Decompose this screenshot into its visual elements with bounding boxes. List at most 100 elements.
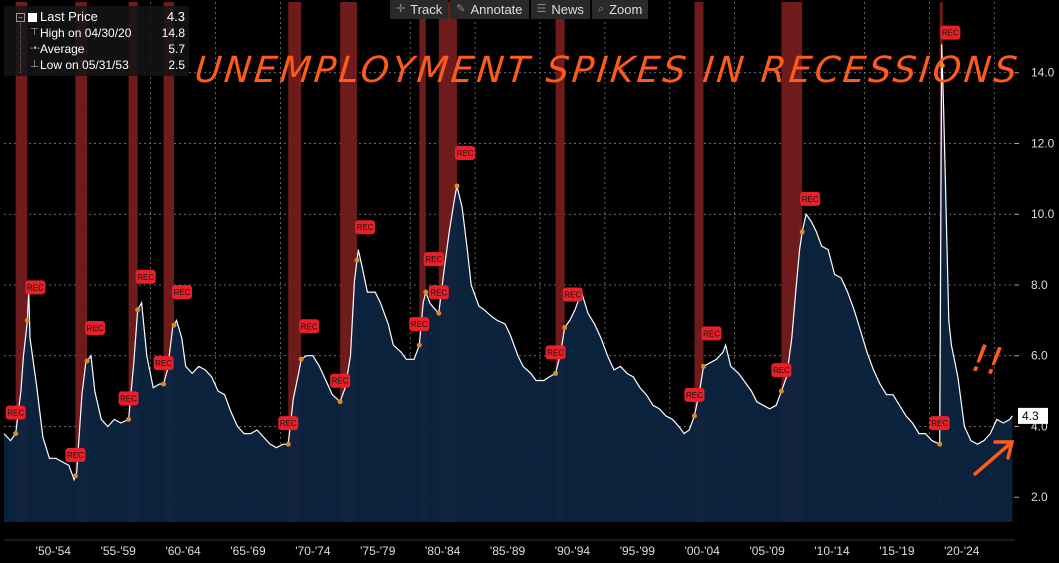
rec-label: REC [773, 366, 790, 375]
rec-label: REC [357, 223, 374, 232]
track-button[interactable]: ✛ Track [390, 0, 449, 19]
rec-label: REC [27, 283, 44, 292]
rec-marker [409, 317, 430, 332]
rec-point [171, 322, 177, 328]
rec-point [701, 363, 707, 369]
rec-marker [330, 373, 351, 388]
rec-point [691, 413, 697, 419]
legend-last-price[interactable]: − Last Price 4.3 [4, 9, 189, 25]
legend-tree-line [20, 23, 22, 73]
last-price-label: Last Price [40, 9, 98, 24]
recession-band [555, 2, 565, 522]
legend-high: ⊤ High on 04/30/20 14.8 [4, 26, 189, 42]
series-swatch [28, 13, 37, 22]
legend-low: ⊥ Low on 05/31/53 2.5 [4, 58, 189, 74]
rec-marker [701, 326, 722, 341]
x-tick-label: '55-'59 [101, 544, 137, 558]
series-area [4, 44, 1013, 523]
low-value: 2.5 [168, 58, 185, 72]
rec-marker [135, 269, 156, 284]
x-tick-label: '80-'84 [425, 544, 461, 558]
y-tick-label: 6.0 [1031, 349, 1048, 363]
rec-point [416, 342, 422, 348]
collapse-icon[interactable]: − [16, 13, 25, 22]
last-value-label: 4.3 [1022, 409, 1039, 423]
rec-point [298, 356, 304, 362]
rec-label: REC [280, 419, 297, 428]
average-marker-icon: -•- [30, 43, 41, 54]
rec-label: REC [425, 255, 442, 264]
x-tick-label: '85-'89 [490, 544, 526, 558]
high-value: 14.8 [161, 26, 185, 40]
rec-point [285, 441, 291, 447]
handwritten-annotation: UNEMPLOYMENT SPIKES IN RECESSIONS [192, 50, 1023, 91]
chart-toolbar: ✛ Track ✎ Annotate ☰ News ⌕ Zoom [390, 0, 649, 19]
rec-point [562, 324, 568, 330]
rec-marker [454, 145, 475, 160]
y-tick-label: 8.0 [1031, 278, 1048, 292]
legend-panel: − Last Price 4.3 ⊤ High on 04/30/20 14.8… [4, 6, 189, 76]
crosshair-icon: ✛ [396, 3, 406, 15]
rec-point [84, 358, 90, 364]
rec-label: REC [547, 348, 564, 357]
annotate-button[interactable]: ✎ Annotate [450, 0, 529, 19]
last-price-value: 4.3 [166, 9, 185, 24]
rec-label: REC [931, 419, 948, 428]
magnifier-icon: ⌕ [597, 3, 605, 15]
rec-marker [428, 285, 449, 300]
pen-icon: ✎ [456, 3, 466, 15]
high-marker-icon: ⊤ [30, 27, 39, 38]
rec-marker [771, 363, 792, 378]
rec-label: REC [301, 322, 318, 331]
rec-marker [355, 220, 376, 235]
x-tick-label: '65-'69 [230, 544, 266, 558]
last-value-tag [1018, 407, 1048, 424]
zoom-label: Zoom [609, 2, 643, 17]
rec-label: REC [564, 290, 581, 299]
rec-point [354, 257, 360, 263]
x-tick-label: '60-'64 [165, 544, 201, 558]
rec-marker [278, 416, 299, 431]
rec-marker [118, 391, 139, 406]
x-tick-label: '95-'99 [620, 544, 656, 558]
x-tick-label: '10-'14 [814, 544, 850, 558]
rec-point [423, 289, 429, 295]
rec-label: REC [703, 329, 720, 338]
y-tick-label: 14.0 [1031, 66, 1055, 80]
rec-point [454, 183, 460, 189]
rec-marker [153, 356, 174, 371]
recession-band [15, 2, 28, 522]
rec-point [436, 310, 442, 316]
high-label: High on 04/30/20 [40, 26, 132, 40]
rec-marker [25, 280, 46, 295]
rec-point [337, 399, 343, 405]
low-marker-icon: ⊥ [30, 59, 39, 70]
rec-label: REC [67, 451, 84, 460]
rec-point [161, 381, 167, 387]
recession-band [694, 2, 704, 522]
low-label: Low on 05/31/53 [40, 58, 129, 72]
y-tick-label: 12.0 [1031, 136, 1055, 150]
rec-marker [929, 416, 950, 431]
rec-label: REC [686, 391, 703, 400]
rec-point [799, 229, 805, 235]
rec-point [939, 63, 945, 69]
news-label: News [551, 2, 584, 17]
rec-marker [545, 345, 566, 360]
x-tick-label: '00-'04 [685, 544, 721, 558]
rec-marker [85, 321, 106, 336]
recession-band [128, 2, 138, 522]
rec-marker [5, 405, 26, 420]
rec-label: REC [87, 324, 104, 333]
recession-band [419, 2, 426, 522]
rec-label: REC [802, 195, 819, 204]
x-tick-label: '50-'54 [36, 544, 72, 558]
average-label: Average [40, 42, 85, 56]
rec-point [24, 317, 30, 323]
news-button[interactable]: ☰ News [530, 0, 590, 19]
rec-point [72, 473, 78, 479]
x-tick-label: '75-'79 [360, 544, 396, 558]
x-tick-label: '70-'74 [295, 544, 331, 558]
zoom-button[interactable]: ⌕ Zoom [591, 0, 649, 19]
rec-marker [299, 319, 320, 334]
